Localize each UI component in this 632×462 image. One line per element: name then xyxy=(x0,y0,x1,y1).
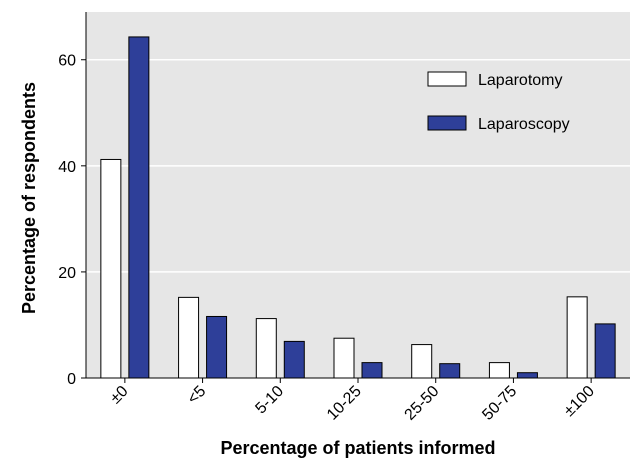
bar-laparotomy xyxy=(566,296,588,379)
bars xyxy=(100,36,616,379)
bar-laparoscopy xyxy=(283,340,305,379)
bar-laparoscopy xyxy=(439,363,461,379)
x-tick-label: 50-75 xyxy=(479,383,520,424)
y-tick-label: 60 xyxy=(58,53,76,70)
x-tick-label: 25-50 xyxy=(402,383,443,424)
bar-laparoscopy xyxy=(361,362,383,379)
x-tick-label: <5 xyxy=(184,383,209,408)
legend: Laparotomy Laparoscopy xyxy=(427,71,570,133)
legend-label-laparoscopy: Laparoscopy xyxy=(478,116,570,133)
x-tick-label: 5-10 xyxy=(252,383,287,418)
bar-laparotomy xyxy=(333,337,355,379)
bar-laparotomy xyxy=(100,158,122,379)
legend-label-laparotomy: Laparotomy xyxy=(478,72,563,89)
bar-laparotomy xyxy=(411,344,433,379)
x-tick-label: ±0 xyxy=(107,383,132,408)
x-axis: ±0 <5 5-10 10-25 25-50 50-75 ±100 xyxy=(86,377,630,424)
bar-laparotomy xyxy=(255,318,277,379)
bar-laparoscopy xyxy=(516,372,538,379)
bar-laparotomy xyxy=(178,296,200,379)
y-tick-label: 0 xyxy=(67,371,76,388)
bar-laparotomy xyxy=(488,362,510,379)
y-tick-label: 40 xyxy=(58,159,76,176)
legend-swatch-laparotomy xyxy=(427,71,467,87)
y-axis-title: Percentage of respondents xyxy=(19,82,39,314)
bar-laparoscopy xyxy=(206,315,228,379)
bar-laparoscopy xyxy=(128,36,150,379)
x-tick-label: 10-25 xyxy=(324,383,365,424)
plot-background xyxy=(86,12,630,378)
x-tick-label: ±100 xyxy=(561,383,598,420)
bar-laparoscopy xyxy=(594,323,616,379)
x-axis-title: Percentage of patients informed xyxy=(220,438,495,458)
y-axis: 0 20 40 60 xyxy=(58,12,87,388)
y-tick-label: 20 xyxy=(58,265,76,282)
gridlines xyxy=(86,58,630,273)
legend-swatch-laparoscopy xyxy=(427,115,467,131)
